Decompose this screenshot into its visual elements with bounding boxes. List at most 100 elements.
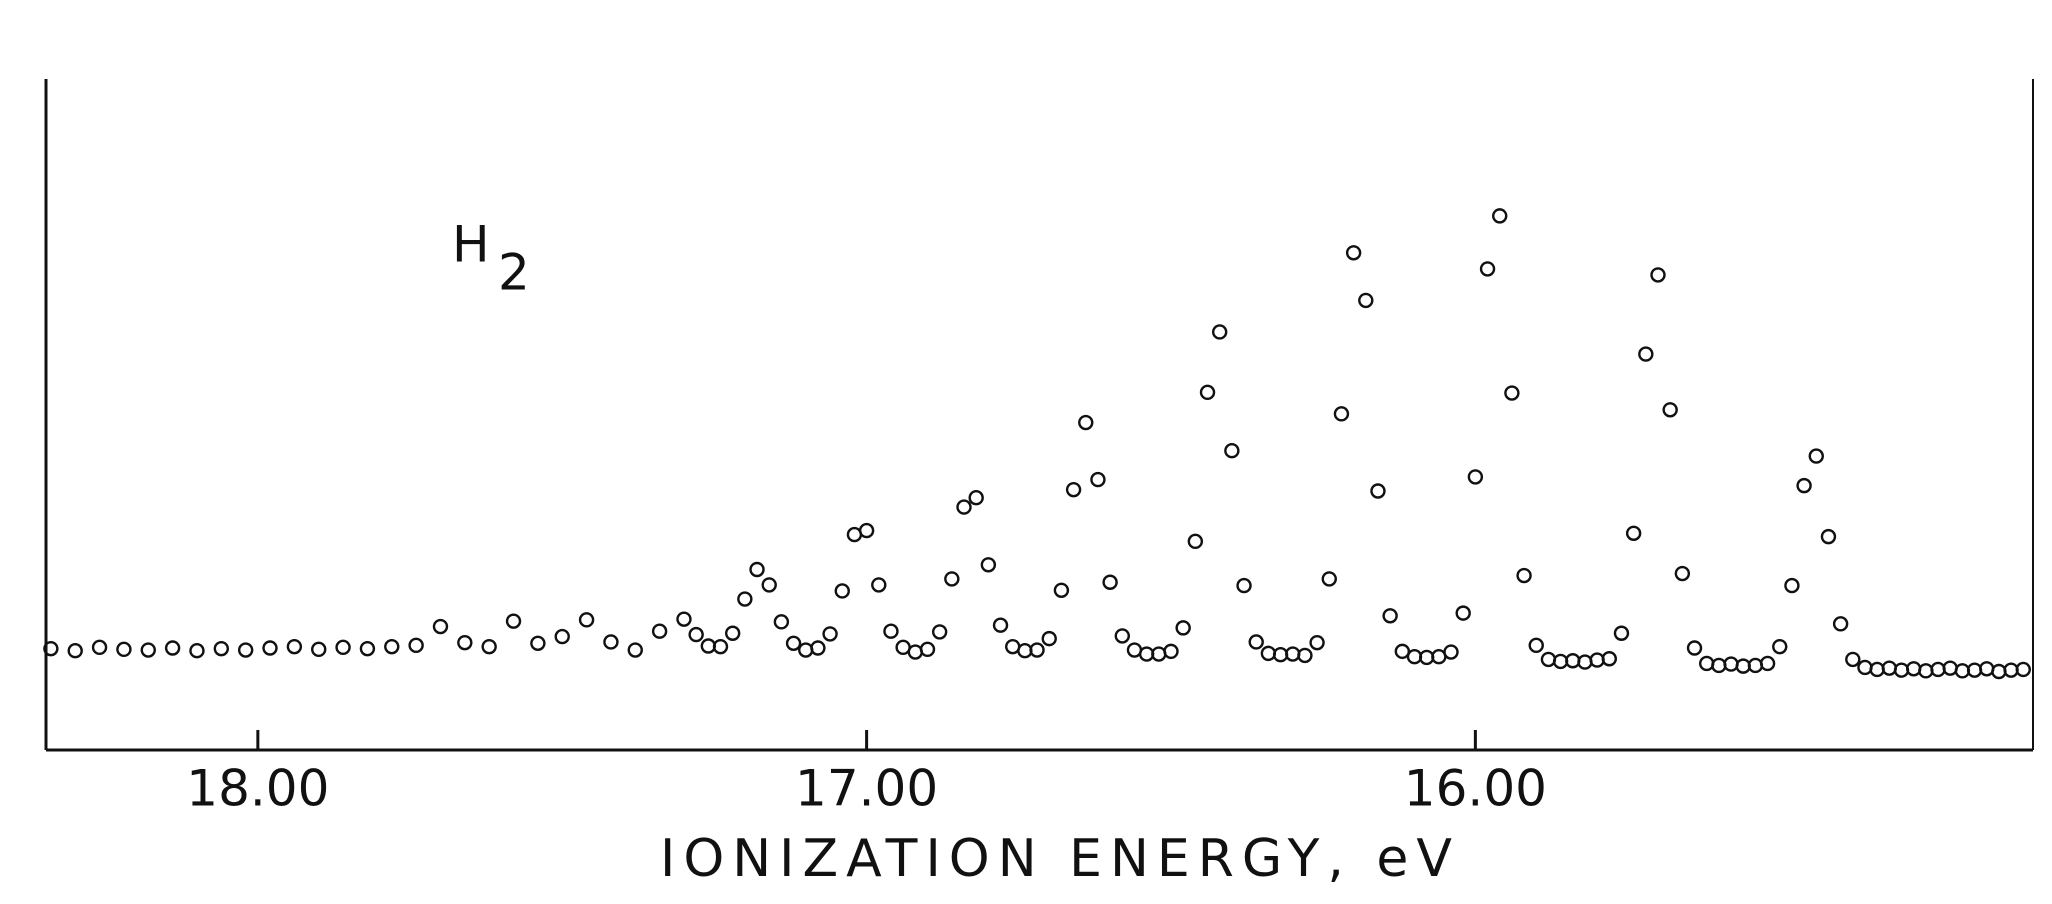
x-tick-label: 17.00 [795,760,938,818]
data-point [67,642,83,659]
data-point [1260,645,1277,662]
data-point [1333,406,1350,422]
data-point [931,624,948,640]
data-point [1991,663,2007,680]
data-point [1869,661,1885,678]
data-point [785,635,802,652]
data-point [749,561,765,578]
data-point [1065,481,1082,498]
data-point [651,623,668,639]
data-point [1090,471,1106,488]
x-tick-label: 16.00 [1404,760,1547,818]
annotation-subscript: 2 [498,244,530,302]
data-point [1029,642,1045,658]
data-point [810,640,826,656]
data-point [335,639,351,656]
data-point [1613,625,1630,641]
data-point [980,557,997,573]
data-point [578,612,595,628]
data-point [311,641,327,658]
data-point [1686,640,1703,656]
data-point [1918,663,1934,679]
data-point [1845,651,1861,668]
data-point [1224,443,1240,459]
data-point [1662,402,1678,418]
data-point [408,637,424,654]
data-point [773,614,790,630]
data-point [761,577,777,593]
data-point [968,490,984,506]
data-point [992,617,1009,633]
data-point [1650,267,1666,283]
data-point [43,640,59,657]
data-point [627,642,643,658]
data-point [1881,660,1898,676]
data-point [262,640,278,656]
data-point [1772,638,1788,655]
data-point [1479,261,1496,277]
data-point [919,641,936,658]
data-point [1528,637,1544,654]
data-point [1345,245,1362,261]
data-point [1699,655,1715,672]
data-point [603,634,619,650]
data-point [1504,385,1520,401]
data-point [1443,644,1459,660]
data-point [858,522,875,539]
data-point [798,642,814,658]
data-point [1114,628,1130,644]
data-point [1236,577,1252,594]
data-point [1187,533,1204,550]
data-point [883,623,899,639]
data-point [1211,324,1228,340]
x-tick-label: 18.00 [186,760,329,818]
data-point [457,634,473,651]
data-point [140,642,156,658]
data-point [2015,661,2031,678]
data-point [384,638,400,655]
data-point [1248,634,1264,650]
data-point [1930,661,1946,678]
data-point [676,611,692,627]
data-point [688,626,704,643]
data-point [530,635,546,652]
data-point [1820,528,1837,545]
data-point [944,571,960,587]
data-point [1540,651,1557,668]
annotation: H [452,216,490,274]
data-point [213,640,230,657]
data-point [1102,574,1118,590]
data-point [1942,660,1958,676]
data-point [189,642,205,659]
data-point [1321,571,1337,587]
data-point [1382,608,1398,624]
data-point [1041,630,1057,647]
data-point [359,640,376,657]
data-point [871,577,887,593]
data-point [1163,643,1179,660]
data-point [1492,208,1508,224]
x-axis-title: IONIZATION ENERGY, eV [660,829,1460,889]
data-point [1053,582,1070,599]
data-point [1516,567,1532,584]
data-point [712,638,729,655]
data-point [237,642,254,658]
data-point [554,628,570,645]
data-point [286,638,303,655]
data-point [907,644,924,660]
data-point [1577,654,1593,670]
data-point [1589,652,1605,668]
data-point [164,640,181,656]
data-point [1857,659,1873,676]
data-point [1808,448,1824,464]
data-point [956,499,972,515]
data-point [1370,483,1386,499]
data-point [1175,620,1191,636]
data-point [1199,384,1216,401]
data-point [116,641,132,658]
data-point [1394,643,1411,660]
data-point [1796,477,1812,494]
data-point [1979,661,1995,677]
data-point [737,591,753,607]
